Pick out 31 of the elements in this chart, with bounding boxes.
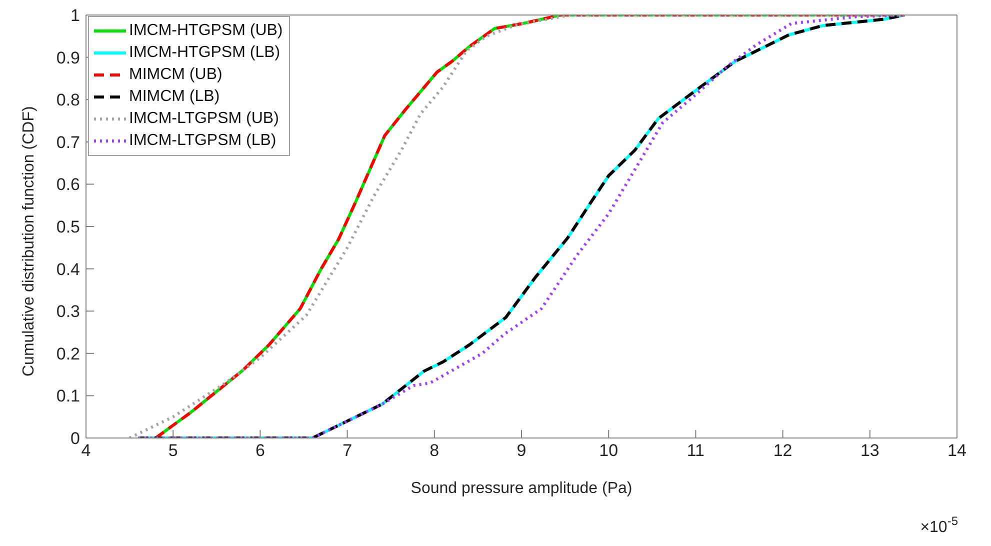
y-tick-label: 1: [70, 6, 80, 26]
y-tick-label: 0.6: [56, 175, 80, 194]
y-tick-label: 0: [70, 429, 80, 448]
legend-label: IMCM-HTGPSM (LB): [129, 44, 280, 62]
x-axis-title: Sound pressure amplitude (Pa): [410, 480, 632, 497]
x-tick-label: 10: [599, 441, 618, 460]
x-tick-label: 11: [686, 441, 705, 460]
y-tick-label: 0.7: [56, 132, 80, 152]
x-tick-label: 4: [81, 441, 91, 460]
legend-label: IMCM-LTGPSM (LB): [129, 132, 276, 150]
x-tick-label: 7: [342, 441, 352, 460]
legend-label: MIMCM (UB): [129, 66, 222, 84]
y-tick-label: 0.4: [56, 260, 80, 279]
y-tick-label: 0.8: [56, 90, 80, 110]
y-tick-label: 0.3: [56, 302, 80, 322]
x-tick-label: 8: [430, 441, 440, 460]
x-tick-label: 6: [255, 441, 265, 460]
legend-label: MIMCM (LB): [129, 88, 220, 106]
y-tick-label: 0.5: [56, 218, 80, 237]
y-tick-label: 0.9: [56, 48, 80, 68]
x-tick-label: 13: [860, 441, 880, 460]
legend-label: IMCM-LTGPSM (UB): [129, 110, 279, 128]
x-tick-label: 14: [948, 441, 966, 460]
legend-label: IMCM-HTGPSM (UB): [129, 22, 283, 40]
x-tick-label: 12: [773, 441, 792, 460]
x-tick-label: 9: [516, 441, 526, 460]
text: ×10$^{-5}$: [920, 514, 958, 536]
y-tick-label: 0.2: [56, 344, 80, 364]
x-tick-label: 5: [168, 441, 178, 460]
y-tick-label: 0.1: [56, 386, 80, 406]
y-axis-title: Cumulative distribution function (CDF): [20, 106, 38, 376]
